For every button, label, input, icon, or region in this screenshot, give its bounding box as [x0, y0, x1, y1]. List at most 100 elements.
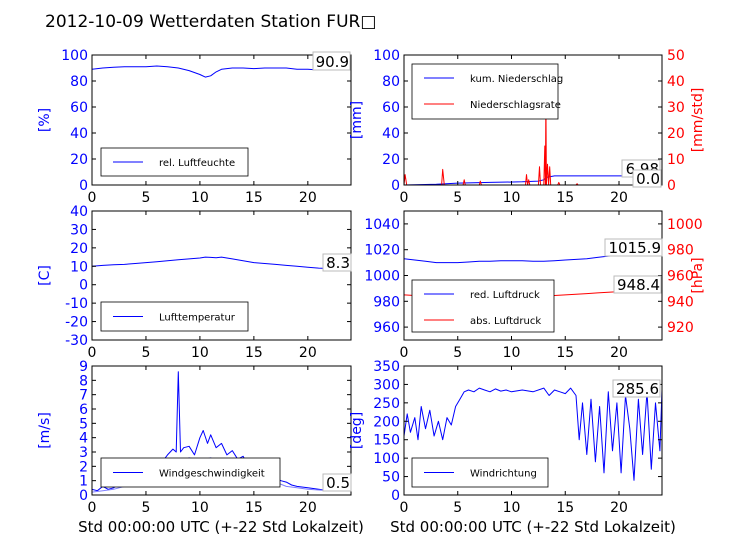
y2-tick-label: 980: [667, 243, 694, 259]
y-axis-label: [m/s]: [37, 412, 53, 449]
x-tick-label: 15: [556, 345, 574, 361]
y2-tick-label: 10: [667, 152, 685, 168]
chart-panel-precipitation: 0 5 10 15 20 0 20 40 60 80 100 0 10 20 30 40 50 [mm/std] […: [349, 48, 706, 206]
y-tick-label: 50: [382, 470, 400, 486]
x-tick-label: 15: [245, 345, 263, 361]
current-value-box: [322, 473, 352, 492]
y-tick-label: -20: [65, 315, 88, 331]
y-tick-label: 1020: [364, 243, 400, 259]
legend-label: Lufttemperatur: [159, 313, 236, 324]
y-tick-label: 100: [61, 48, 88, 64]
current-value-1-box: [604, 238, 663, 257]
chart-panel-wind-speed: 0 5 10 15 200123456789[m/s]0.5Windgeschwindi…: [37, 359, 352, 516]
y-axis-label: [deg]: [349, 412, 365, 449]
y2-tick-label: 20: [667, 126, 685, 142]
y-tick-label: 4: [79, 431, 88, 447]
y-tick-label: 200: [373, 414, 400, 430]
x-axis-label-right: Std 00:00:00 UTC (+-22 Std Lokalzeit): [390, 518, 676, 536]
x-tick-label: 10: [503, 190, 521, 206]
plot-frame: [403, 365, 663, 496]
legend-label: kum. Niederschlag: [470, 74, 563, 85]
plot-frame: [91, 365, 352, 496]
chart-panel-humidity: 0 5 10 15 20 0 20 40 60 80 100 [%] 90.9 rel. Luftfeuc…: [37, 48, 352, 206]
y-tick-label: 960: [373, 320, 400, 336]
current-value: 0.5: [326, 474, 350, 492]
current-value-2-box: [613, 275, 662, 294]
y-tick-label: 1: [79, 474, 88, 490]
series-line-lufttemperatur: [92, 256, 351, 270]
y-tick-label: 0: [79, 178, 88, 194]
current-value: 285.6: [616, 380, 659, 398]
x-tick-label: 0: [400, 345, 409, 361]
series-group: [92, 65, 351, 78]
y-tick-label: 8: [79, 373, 88, 389]
current-value-2: 948.4: [617, 276, 660, 294]
y2-axis-label: [hPa]: [690, 257, 706, 293]
x-tick-label: 20: [610, 500, 628, 516]
legend-label: Windgeschwindigkeit: [159, 469, 265, 480]
y-tick-label: 0: [391, 488, 400, 504]
x-tick-label: 15: [556, 500, 574, 516]
legend-label: abs. Luftdruck: [470, 316, 541, 327]
x-tick-label: 20: [299, 345, 317, 361]
x-tick-label: 10: [503, 500, 521, 516]
y-tick-label: 30: [70, 222, 88, 238]
y-tick-label: 100: [373, 48, 400, 64]
x-tick-label: 5: [141, 190, 150, 206]
y-tick-label: 6: [79, 402, 88, 418]
y-tick-label: 9: [79, 359, 88, 375]
x-tick-label: 10: [191, 190, 209, 206]
current-value-box: [322, 253, 352, 272]
plot-frame: [91, 210, 352, 341]
series-line-rel-luftfeuchte: [92, 65, 351, 78]
chart-panel-temperature: 0 5 10 15 20 -30 -20 -10 0 10 20 30 40 [C] 8.3 Lufttemp…: [37, 204, 352, 361]
current-value-2: 0.0: [636, 170, 660, 188]
y-tick-label: 80: [70, 74, 88, 90]
current-value-box: [312, 51, 351, 71]
legend-label: red. Luftdruck: [470, 290, 540, 301]
y-tick-label: 7: [79, 388, 88, 404]
y2-axis-label: [mm/std]: [690, 88, 706, 153]
plot-frame: [91, 54, 352, 186]
y-tick-label: 980: [373, 294, 400, 310]
y-tick-label: 20: [70, 241, 88, 257]
x-tick-label: 10: [191, 345, 209, 361]
y-axis-label: [mm]: [349, 101, 365, 139]
x-tick-label: 15: [245, 500, 263, 516]
y-tick-label: 10: [70, 259, 88, 275]
y-tick-label: 0: [79, 488, 88, 504]
x-tick-label: 20: [610, 190, 628, 206]
x-tick-label: 20: [610, 345, 628, 361]
x-tick-label: 5: [453, 500, 462, 516]
x-tick-label: 5: [141, 500, 150, 516]
y-tick-label: 5: [79, 416, 88, 432]
x-tick-label: 10: [503, 345, 521, 361]
y-tick-label: 80: [382, 74, 400, 90]
x-tick-label: 0: [400, 500, 409, 516]
x-tick-label: 15: [245, 190, 263, 206]
y-axis-label: [%]: [37, 108, 53, 132]
y-tick-label: 40: [382, 126, 400, 142]
current-value-1: 1015.9: [609, 239, 662, 257]
series-group: [92, 256, 351, 270]
y-tick-label: 1000: [364, 269, 400, 285]
y-tick-label: -30: [65, 333, 88, 349]
legend-box: [411, 63, 559, 120]
y-tick-label: 1040: [364, 217, 400, 233]
legend-label: Niederschlagsrate: [470, 100, 561, 111]
y-tick-label: 0: [391, 178, 400, 194]
y-tick-label: 0: [79, 278, 88, 294]
figure-title: 2012-10-09 Wetterdaten Station FUR□: [45, 12, 376, 32]
x-tick-label: 0: [88, 345, 97, 361]
y-tick-label: 300: [373, 377, 400, 393]
series-line-kum-niederschlag: [404, 175, 662, 185]
x-tick-label: 15: [556, 190, 574, 206]
current-value: 8.3: [326, 254, 350, 272]
x-tick-label: 5: [453, 190, 462, 206]
y-tick-label: 150: [373, 433, 400, 449]
y-tick-label: 40: [70, 126, 88, 142]
current-value-box: [612, 379, 661, 398]
y-tick-label: 60: [70, 100, 88, 116]
y2-tick-label: 0: [667, 178, 676, 194]
chart-panel-wind-direction: 0 5 10 15 20050100150200250300350[deg]285.6W…: [349, 359, 663, 516]
